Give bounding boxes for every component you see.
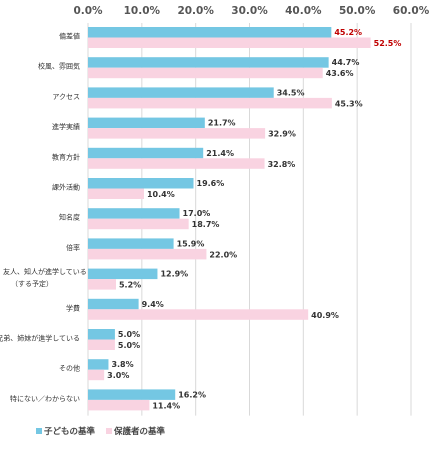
category-label: 学費 — [66, 303, 80, 312]
value-label-child: 5.0% — [118, 330, 140, 339]
category-label: 偏差値 — [59, 32, 80, 41]
value-label-child: 19.6% — [197, 179, 225, 188]
value-label-child: 45.2% — [334, 28, 362, 37]
bar-child — [88, 389, 176, 400]
x-tick-label: 40.0% — [285, 5, 322, 17]
bar-parent — [88, 309, 309, 320]
value-label-child: 17.0% — [183, 209, 211, 218]
x-tick-label: 20.0% — [177, 5, 214, 17]
value-label-child: 34.5% — [277, 88, 305, 97]
category-label: 教育方針 — [52, 152, 80, 161]
x-tick-label: 50.0% — [339, 5, 376, 17]
legend-swatch-parent — [106, 428, 112, 434]
bar-child — [88, 268, 158, 280]
value-label-parent: 5.0% — [118, 341, 140, 350]
category-label: 課外活動 — [52, 183, 80, 192]
legend-label-parent: 保護者の基準 — [113, 426, 166, 437]
legend-swatch-child — [36, 428, 42, 434]
bar-parent — [88, 158, 265, 169]
category-label: 特にない／わからない — [10, 394, 80, 403]
category-label: アクセス — [52, 93, 80, 101]
category-label: 兄弟、姉妹が進学している — [0, 334, 80, 343]
value-label-parent: 5.2% — [119, 281, 141, 290]
value-label-child: 16.2% — [178, 390, 206, 399]
value-label-parent: 3.0% — [107, 371, 129, 380]
value-label-parent: 52.5% — [374, 39, 402, 48]
category-label: その他 — [59, 364, 80, 373]
value-label-parent: 32.9% — [268, 130, 296, 139]
bar-parent — [88, 248, 207, 260]
value-label-parent: 45.3% — [335, 99, 363, 108]
bar-parent — [88, 369, 105, 381]
value-label-child: 9.4% — [142, 300, 164, 309]
bar-parent — [88, 97, 332, 109]
bar-child — [88, 238, 174, 249]
value-label-child: 12.9% — [160, 270, 188, 279]
category-label: （する予定） — [11, 279, 53, 288]
category-label: 友人、知人が進学している — [3, 267, 87, 276]
x-tick-label: 30.0% — [231, 5, 268, 17]
bar-parent — [88, 67, 323, 79]
x-tick-label: 10.0% — [124, 5, 161, 17]
value-label-parent: 43.6% — [326, 69, 354, 78]
category-label: 校風、雰囲気 — [38, 62, 80, 71]
category-label: 進学実績 — [52, 122, 80, 131]
value-label-child: 44.7% — [332, 58, 360, 67]
bar-child — [88, 359, 109, 370]
bar-parent — [88, 218, 189, 230]
bar-child — [88, 298, 139, 310]
bar-child — [88, 147, 204, 159]
bar-parent — [88, 128, 266, 139]
bar-child — [88, 208, 180, 219]
bar-parent — [88, 188, 144, 199]
bar-parent — [88, 399, 150, 411]
bar-parent — [88, 339, 115, 350]
legend-label-child: 子どもの基準 — [44, 426, 96, 437]
value-label-parent: 11.4% — [152, 401, 180, 410]
bar-child — [88, 178, 194, 189]
bar-child — [88, 57, 329, 68]
category-label: 倍率 — [66, 243, 80, 252]
value-label-parent: 10.4% — [147, 190, 175, 199]
x-axis-ticks: 0.0% 10.0% 20.0% 30.0% 40.0% 50.0% 60.0% — [73, 5, 429, 17]
value-label-child: 15.9% — [177, 239, 205, 248]
x-tick-label: 0.0% — [73, 5, 103, 17]
bar-child — [88, 87, 274, 98]
bar-parent — [88, 279, 116, 290]
value-label-child: 3.8% — [111, 360, 133, 369]
bars — [88, 27, 371, 411]
legend: 子どもの基準 保護者の基準 — [36, 426, 166, 437]
value-label-parent: 22.0% — [209, 250, 237, 259]
value-label-child: 21.7% — [208, 119, 236, 128]
bar-child — [88, 329, 115, 340]
x-tick-label: 60.0% — [393, 5, 430, 17]
bar-child — [88, 27, 332, 38]
value-label-parent: 18.7% — [192, 220, 220, 229]
bar-parent — [88, 37, 371, 48]
value-label-child: 21.4% — [206, 149, 234, 158]
category-labels: 偏差値校風、雰囲気アクセス進学実績教育方針課外活動知名度倍率友人、知人が進学して… — [0, 32, 87, 403]
bar-child — [88, 117, 205, 129]
value-label-parent: 40.9% — [311, 311, 339, 320]
value-label-parent: 32.8% — [268, 160, 296, 169]
category-label: 知名度 — [59, 213, 80, 222]
value-labels: 45.2% 52.5% 44.7% 43.6% 34.5% 45.3% 21.7% 32.9%… — [107, 28, 401, 410]
